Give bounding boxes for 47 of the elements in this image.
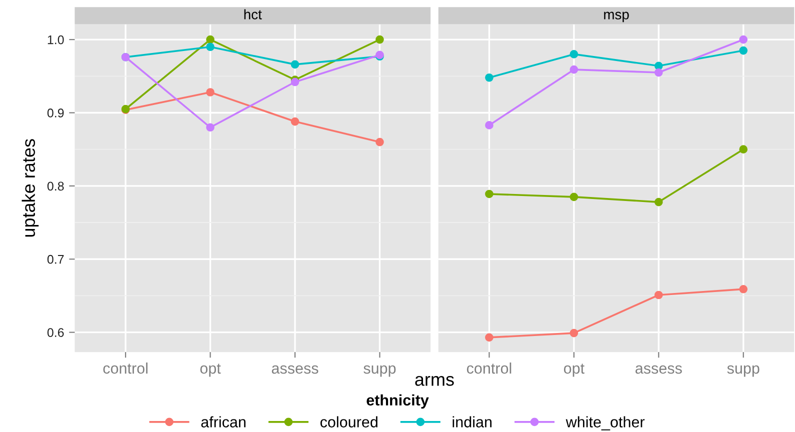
point [739, 145, 748, 154]
point [654, 198, 663, 206]
point [654, 290, 663, 300]
y-tick-label: 0.9 [47, 108, 64, 118]
point [654, 68, 663, 77]
point [570, 328, 578, 338]
y-tick-label: 0.6 [47, 328, 64, 337]
legend-label: indian [452, 416, 492, 428]
x-tick-label: opt [200, 364, 221, 377]
point [290, 60, 300, 69]
point [485, 190, 494, 198]
point [570, 65, 578, 74]
x-tick-label: opt [564, 364, 584, 377]
chart-title: hct [244, 9, 262, 20]
x-tick-label: control [466, 362, 512, 374]
point [739, 284, 748, 294]
point [206, 88, 214, 96]
y-axis-title: uptake rates [22, 139, 39, 237]
point [376, 138, 384, 146]
point [570, 192, 578, 202]
point [290, 78, 300, 86]
x-tick-label: supp [727, 365, 760, 377]
x-tick-label: control [103, 362, 148, 374]
point [206, 123, 214, 132]
point [485, 121, 494, 130]
legend-label: white_other [566, 416, 645, 430]
point [485, 333, 494, 342]
x-tick-label: assess [272, 365, 318, 374]
x-tick-label: supp [364, 365, 396, 377]
x-tick-label: assess [636, 365, 682, 374]
point [376, 35, 384, 44]
point [290, 117, 300, 126]
x-axis-title: arms [415, 376, 454, 386]
chart-title: msp [604, 12, 629, 22]
point [739, 46, 748, 55]
y-tick-label: 0.8 [47, 182, 64, 191]
legend-title: ethnicity [366, 394, 429, 409]
point [570, 50, 578, 58]
y-tick-label: 1.0 [48, 35, 64, 44]
point [485, 73, 494, 82]
legend-label: african [201, 416, 246, 428]
legend-label: coloured [320, 416, 378, 428]
point [654, 62, 663, 70]
point [206, 35, 214, 44]
point [206, 42, 214, 52]
point [739, 35, 748, 44]
y-tick-label: 0.7 [47, 254, 64, 264]
